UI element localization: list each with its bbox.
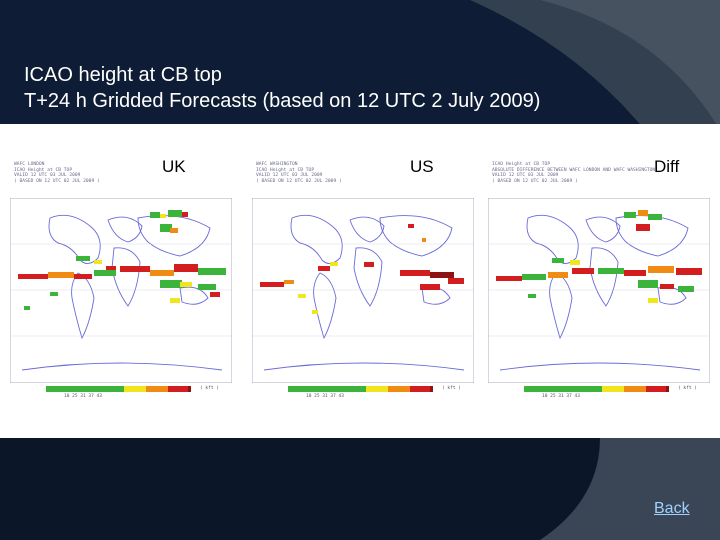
diff-legend-unit: ( kft ) [678,386,697,391]
us-forecast-map [252,198,474,383]
uk-legend-ticks: 10 25 31 37 43 [64,394,102,399]
back-link[interactable]: Back [654,500,690,517]
us-label: US [410,157,434,176]
slide-title: ICAO height at CB top T+24 h Gridded For… [24,62,540,114]
title-line-2: T+24 h Gridded Forecasts (based on 12 UT… [24,90,541,112]
diff-legend-bar [524,386,669,392]
diff-forecast-map [488,198,710,383]
us-legend-ticks: 10 25 31 37 43 [306,394,344,399]
diff-map-header: ICAO Height at CB TOP ABSOLUTE DIFFERENC… [492,162,656,184]
uk-legend-unit: ( kft ) [200,386,219,391]
diff-legend-ticks: 10 25 31 37 43 [542,394,580,399]
us-legend-unit: ( kft ) [442,386,461,391]
uk-label: UK [162,157,186,176]
us-legend-bar [288,386,433,392]
diff-label: Diff [654,157,680,176]
uk-map-header: WAFC LONDON ICAO Height at CB TOP VALID … [14,162,100,184]
uk-forecast-map [10,198,232,383]
uk-legend-bar [46,386,191,392]
forecast-panels: WAFC LONDON ICAO Height at CB TOP VALID … [0,124,720,438]
us-map-header: WAFC WASHINGTON ICAO Height at CB TOP VA… [256,162,342,184]
title-line-1: ICAO height at CB top [24,64,222,86]
